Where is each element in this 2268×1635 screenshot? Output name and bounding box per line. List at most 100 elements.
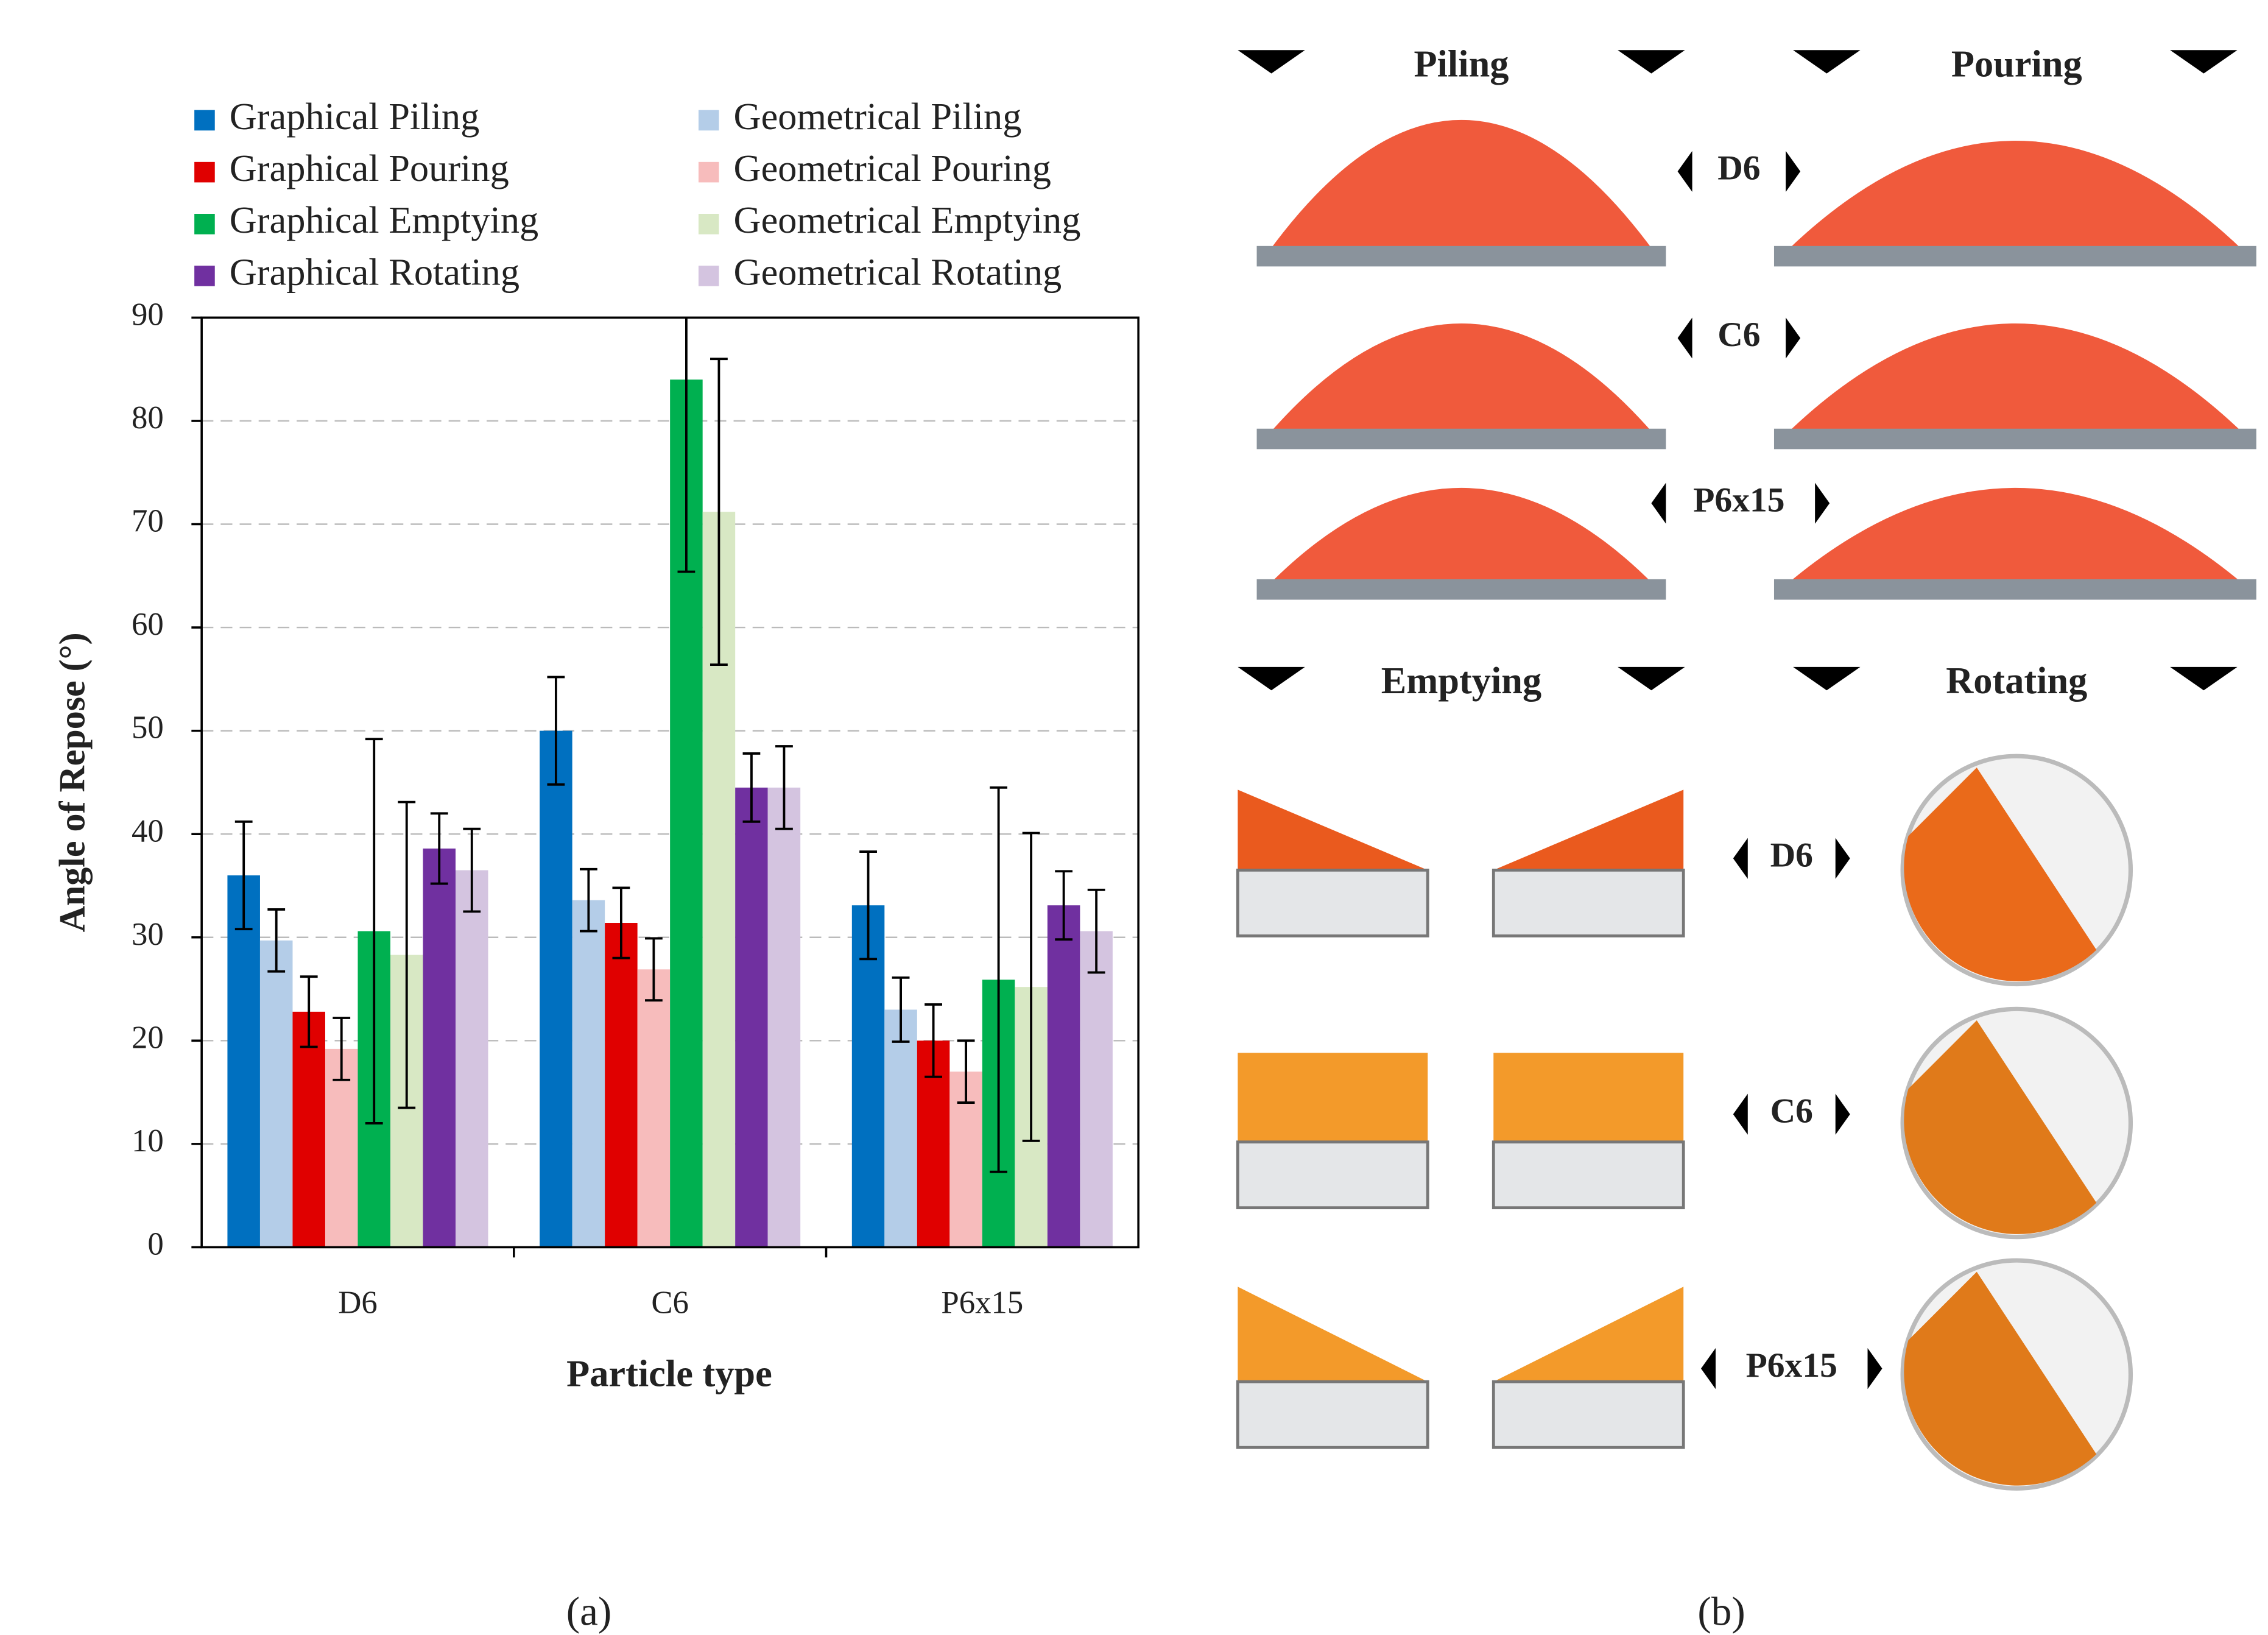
arrow-triangle bbox=[1238, 666, 1305, 691]
pile-photo bbox=[1786, 323, 2245, 435]
particle-label: P6x15 bbox=[1746, 1346, 1837, 1385]
dish-content bbox=[1904, 767, 2097, 981]
legend-label: Graphical Emptying bbox=[230, 199, 539, 241]
emptying-photo bbox=[1493, 1287, 1684, 1382]
x-tick-label: P6x15 bbox=[941, 1285, 1023, 1321]
legend-label: Geometrical Pouring bbox=[734, 147, 1051, 189]
arrow-triangle bbox=[1835, 1093, 1850, 1135]
error-bar bbox=[612, 886, 630, 959]
bar bbox=[540, 730, 572, 1248]
legend-swatch bbox=[698, 110, 719, 131]
caption: (b) bbox=[1697, 1589, 1745, 1634]
box-photo bbox=[1236, 1380, 1429, 1449]
tray-photo bbox=[1256, 428, 1666, 450]
bar bbox=[259, 940, 293, 1248]
box-photo bbox=[1491, 1140, 1685, 1210]
pile-photo bbox=[1268, 323, 1655, 435]
legend-label: Graphical Rotating bbox=[230, 251, 519, 293]
bar bbox=[767, 787, 801, 1248]
error-bar bbox=[267, 908, 286, 973]
emptying-photo bbox=[1238, 789, 1428, 870]
tray-photo bbox=[1773, 579, 2256, 600]
error-bar bbox=[365, 738, 383, 1125]
panel-header: Pouring bbox=[1951, 43, 2082, 85]
error-bar bbox=[398, 800, 416, 1109]
error-bar bbox=[859, 850, 877, 961]
arrow-triangle bbox=[1733, 838, 1748, 879]
x-tick-label: C6 bbox=[651, 1285, 689, 1321]
arrow-triangle bbox=[1793, 666, 1861, 691]
bar bbox=[455, 870, 488, 1248]
arrow-triangle bbox=[1815, 482, 1830, 524]
emptying-photo bbox=[1238, 1287, 1428, 1382]
error-bar bbox=[677, 317, 696, 573]
y-tick-label: 10 bbox=[132, 1123, 164, 1159]
legend-swatch bbox=[698, 266, 719, 286]
error-bar bbox=[1087, 888, 1105, 974]
legend-swatch bbox=[194, 110, 215, 131]
caption: (a) bbox=[566, 1589, 612, 1634]
x-axis-label: Particle type bbox=[566, 1352, 772, 1394]
arrow-triangle bbox=[1618, 666, 1685, 691]
arrow-triangle bbox=[1238, 50, 1305, 74]
bar bbox=[637, 969, 671, 1248]
dish-content bbox=[1904, 1271, 2097, 1486]
arrow-triangle bbox=[2170, 50, 2238, 74]
arrow-triangle bbox=[1786, 150, 1801, 192]
arrow-triangle bbox=[1677, 317, 1692, 359]
y-tick-label: 80 bbox=[132, 400, 164, 436]
y-axis-label: Angle of Repose (°) bbox=[52, 632, 93, 932]
legend-swatch bbox=[698, 161, 719, 183]
particle-label: C6 bbox=[1717, 316, 1760, 354]
emptying-photo bbox=[1493, 1053, 1684, 1142]
legend-label: Geometrical Rotating bbox=[734, 251, 1062, 293]
error-bar bbox=[463, 827, 481, 913]
legend-swatch bbox=[194, 161, 215, 183]
particle-label: D6 bbox=[1717, 149, 1760, 188]
box-photo bbox=[1236, 868, 1429, 938]
bar bbox=[572, 900, 605, 1248]
error-bar bbox=[430, 812, 448, 885]
arrow-triangle bbox=[1701, 1348, 1716, 1390]
particle-label: C6 bbox=[1770, 1092, 1813, 1130]
box-photo bbox=[1236, 1140, 1429, 1210]
tray-photo bbox=[1773, 428, 2256, 450]
y-tick-label: 30 bbox=[132, 917, 164, 952]
x-tick-label: D6 bbox=[338, 1285, 377, 1321]
legend-label: Geometrical Emptying bbox=[734, 199, 1081, 241]
photo-panel bbox=[1236, 50, 2256, 1491]
pile-photo bbox=[1268, 487, 1655, 585]
tray-photo bbox=[1773, 245, 2256, 267]
error-bar bbox=[547, 676, 565, 786]
error-bar bbox=[710, 358, 728, 666]
error-bar bbox=[1055, 870, 1073, 941]
bar bbox=[851, 905, 885, 1248]
y-tick-label: 40 bbox=[132, 813, 164, 849]
legend-label: Graphical Piling bbox=[230, 96, 480, 138]
y-tick-label: 60 bbox=[132, 607, 164, 642]
particle-label: D6 bbox=[1770, 836, 1813, 874]
arrow-triangle bbox=[1733, 1093, 1748, 1135]
tray-photo bbox=[1256, 245, 1666, 267]
error-bar bbox=[742, 752, 761, 823]
arrow-triangle bbox=[1867, 1348, 1882, 1390]
box-photo bbox=[1491, 868, 1685, 938]
legend-swatch bbox=[698, 214, 719, 235]
legend-label: Geometrical Piling bbox=[734, 96, 1022, 138]
legend-label: Graphical Pouring bbox=[230, 147, 509, 189]
error-bar bbox=[300, 975, 318, 1048]
bar bbox=[423, 848, 456, 1248]
legend-swatch bbox=[194, 214, 215, 235]
pile-photo bbox=[1786, 487, 2245, 585]
error-bar bbox=[957, 1039, 975, 1104]
pile-photo bbox=[1786, 141, 2245, 252]
arrow-triangle bbox=[1835, 838, 1850, 879]
plot-bars bbox=[227, 317, 1113, 1248]
error-bar bbox=[892, 976, 910, 1043]
bar bbox=[735, 787, 768, 1248]
y-tick-label: 0 bbox=[147, 1227, 163, 1262]
error-bar bbox=[333, 1017, 351, 1081]
bar bbox=[325, 1048, 358, 1248]
arrow-triangle bbox=[1793, 50, 1861, 74]
